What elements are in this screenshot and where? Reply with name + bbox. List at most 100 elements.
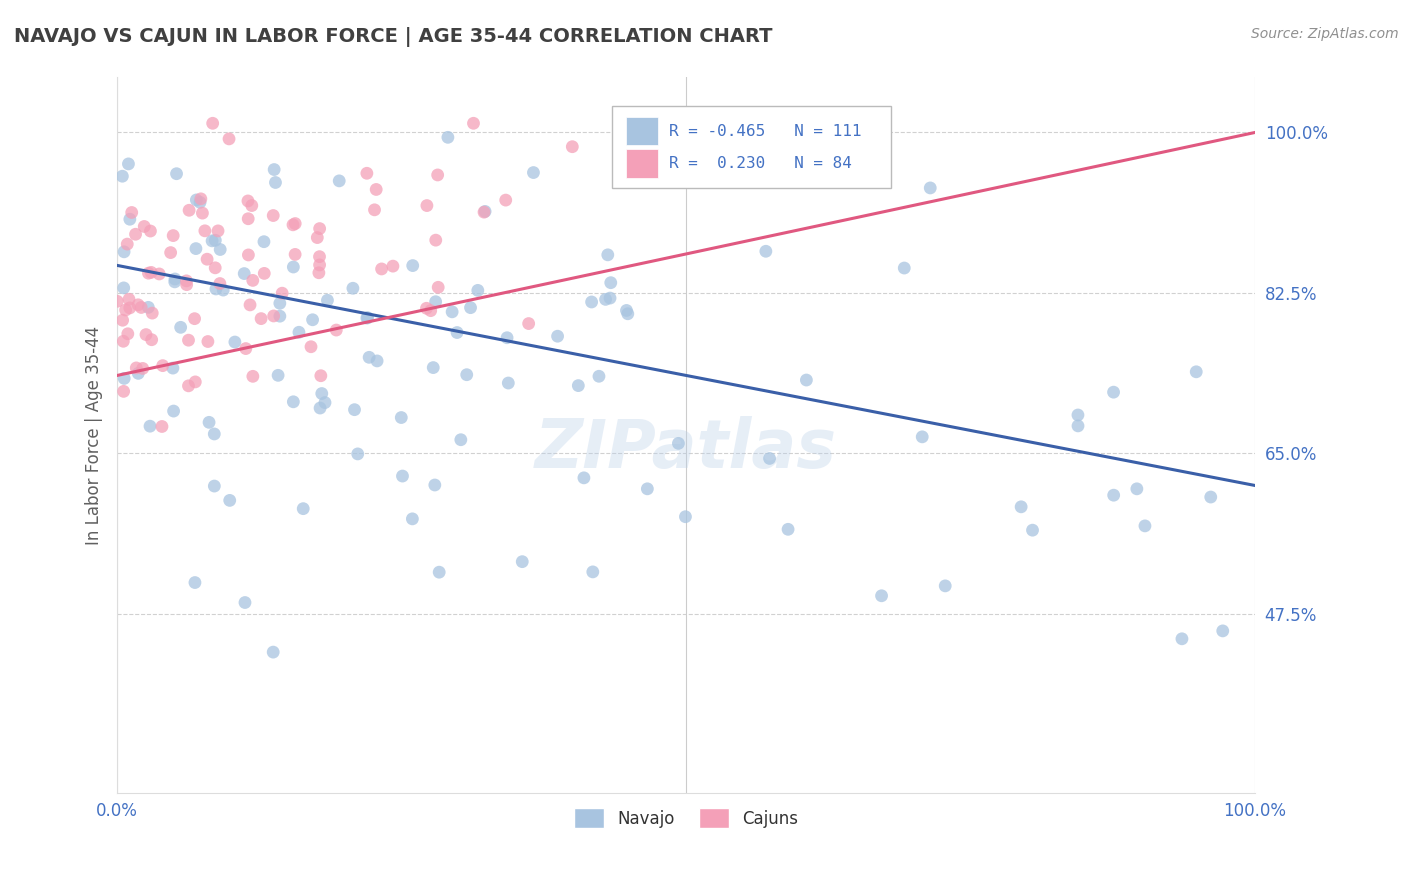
Point	[284, 247, 307, 261]
Point	[309, 368, 332, 383]
Point	[419, 303, 441, 318]
Point	[1199, 490, 1222, 504]
Point	[124, 227, 146, 242]
Point	[138, 266, 160, 280]
Point	[299, 340, 322, 354]
Point	[668, 436, 690, 450]
Point	[201, 116, 224, 130]
Point	[391, 469, 413, 483]
Point	[218, 132, 240, 146]
Point	[183, 311, 205, 326]
Point	[422, 360, 444, 375]
Point	[441, 305, 464, 319]
Point	[301, 312, 323, 326]
Point	[191, 206, 214, 220]
Point	[271, 286, 294, 301]
Point	[1102, 385, 1125, 400]
Point	[284, 217, 307, 231]
Point	[311, 386, 333, 401]
Point	[209, 243, 232, 257]
Point	[288, 325, 311, 339]
Point	[474, 204, 496, 219]
Point	[366, 354, 388, 368]
Point	[1171, 632, 1194, 646]
Point	[437, 130, 460, 145]
Point	[498, 376, 520, 390]
Point	[112, 281, 135, 295]
Point	[389, 410, 412, 425]
Point	[363, 202, 385, 217]
Point	[292, 501, 315, 516]
Point	[567, 378, 589, 392]
Point	[105, 294, 128, 309]
Point	[242, 273, 264, 287]
Point	[675, 509, 697, 524]
Point	[616, 303, 638, 318]
Point	[207, 224, 229, 238]
Point	[267, 368, 290, 383]
Point	[159, 245, 181, 260]
Point	[308, 266, 330, 280]
Point	[309, 401, 332, 415]
Point	[176, 277, 198, 292]
Point	[582, 565, 605, 579]
Point	[141, 265, 163, 279]
Point	[599, 291, 621, 305]
Point	[517, 317, 540, 331]
Point	[356, 166, 378, 180]
Point	[460, 301, 482, 315]
Point	[141, 333, 163, 347]
Point	[233, 595, 256, 609]
Point	[1102, 488, 1125, 502]
Point	[510, 555, 533, 569]
FancyBboxPatch shape	[612, 106, 891, 188]
Point	[356, 311, 378, 326]
Point	[911, 430, 934, 444]
Point	[239, 298, 262, 312]
Point	[242, 369, 264, 384]
Point	[263, 309, 285, 323]
Point	[581, 295, 603, 310]
Point	[121, 205, 143, 219]
Point	[269, 296, 291, 310]
Text: NAVAJO VS CAJUN IN LABOR FORCE | AGE 35-44 CORRELATION CHART: NAVAJO VS CAJUN IN LABOR FORCE | AGE 35-…	[14, 27, 772, 46]
Point	[197, 334, 219, 349]
Point	[401, 512, 423, 526]
Point	[427, 280, 450, 294]
Point	[224, 334, 246, 349]
Point	[366, 182, 388, 196]
Point	[190, 192, 212, 206]
Point	[370, 262, 392, 277]
Point	[778, 522, 800, 536]
Point	[118, 293, 141, 307]
Point	[561, 139, 583, 153]
Point	[186, 193, 208, 207]
Point	[112, 384, 135, 399]
Point	[202, 427, 225, 442]
Point	[547, 329, 569, 343]
Point	[1133, 519, 1156, 533]
Point	[195, 252, 218, 267]
FancyBboxPatch shape	[626, 149, 658, 178]
Point	[240, 198, 263, 212]
Point	[129, 301, 152, 315]
Point	[134, 219, 156, 234]
Point	[870, 589, 893, 603]
Point	[1021, 523, 1043, 537]
Point	[139, 419, 162, 434]
Point	[208, 277, 231, 291]
FancyBboxPatch shape	[626, 117, 658, 145]
Point	[934, 579, 956, 593]
Point	[166, 167, 188, 181]
Text: ZIPatlas: ZIPatlas	[536, 417, 837, 483]
Point	[205, 282, 228, 296]
Point	[427, 565, 450, 579]
Point	[356, 310, 378, 325]
Point	[316, 293, 339, 308]
Point	[117, 326, 139, 341]
Point	[426, 168, 449, 182]
Point	[204, 233, 226, 247]
Point	[415, 301, 437, 316]
Point	[162, 404, 184, 418]
Point	[127, 367, 149, 381]
